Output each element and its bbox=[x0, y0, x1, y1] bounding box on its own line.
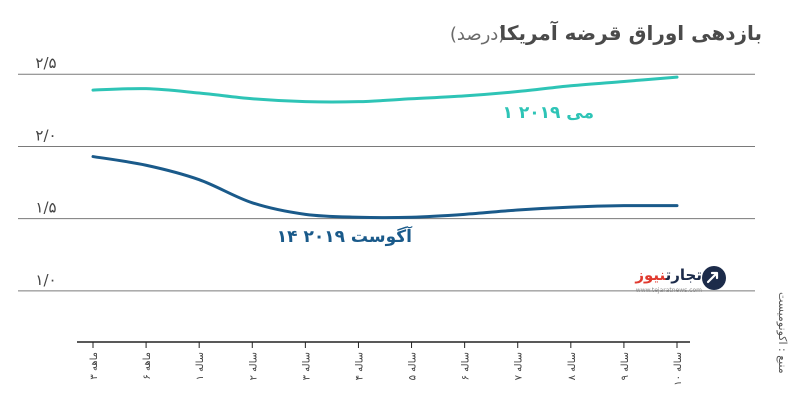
series-label-august: ۱۴ آگوست ۲۰۱۹ bbox=[277, 225, 413, 247]
series-line-1 bbox=[91, 155, 679, 220]
tejaratnews-logo: تجارتنیوز www.tejaratnews.com bbox=[634, 266, 726, 294]
x-tick-label: ۳ ماهه bbox=[89, 352, 100, 380]
logo-text: تجارتنیوز bbox=[634, 266, 702, 284]
logo-arrow-icon bbox=[702, 266, 726, 290]
series-line-0 bbox=[91, 75, 679, 104]
x-tick-label: ۱ ساله bbox=[195, 352, 206, 380]
series-label-may: ۱ می ۲۰۱۹ bbox=[503, 103, 594, 123]
logo-url: www.tejaratnews.com bbox=[636, 287, 702, 294]
x-tick-label: ۷ ساله bbox=[514, 352, 525, 380]
x-tick-label: ۳ ساله bbox=[301, 352, 312, 380]
y-tick-label: ۱/۰ bbox=[35, 271, 56, 289]
chart-title-unit: (درصد) bbox=[450, 24, 506, 45]
y-tick-label: ۲/۰ bbox=[35, 126, 56, 144]
x-tick-label: ۸ ساله bbox=[567, 352, 578, 380]
y-axis-ticks: ۱/۰ ۱/۵ ۲/۰ ۲/۵ bbox=[35, 54, 56, 289]
source-note: منبع : اکونومیست bbox=[776, 292, 789, 374]
x-tick-label: ۶ ساله bbox=[461, 352, 472, 380]
x-tick-label: ۱۰ ساله bbox=[673, 352, 684, 386]
x-tick-label: ۲ ساله bbox=[248, 352, 259, 380]
chart-title: بازدهی اوراق قرضه آمریکا(درصد) bbox=[450, 20, 762, 45]
series-lines bbox=[91, 75, 679, 220]
x-tick-label: ۶ ماهه bbox=[142, 352, 153, 380]
grid-lines bbox=[18, 73, 755, 292]
y-tick-label: ۲/۵ bbox=[35, 54, 56, 72]
chart-title-main: بازدهی اوراق قرضه آمریکا bbox=[499, 20, 762, 45]
y-tick-label: ۱/۵ bbox=[35, 199, 56, 217]
x-axis: ۳ ماهه ۶ ماهه ۱ ساله ۲ ساله ۳ ساله ۴ ساله ۵ سا… bbox=[77, 341, 690, 386]
x-tick-label: ۵ ساله bbox=[408, 352, 419, 380]
x-tick-label: ۴ ساله bbox=[354, 352, 365, 380]
x-tick-label: ۹ ساله bbox=[620, 352, 631, 380]
